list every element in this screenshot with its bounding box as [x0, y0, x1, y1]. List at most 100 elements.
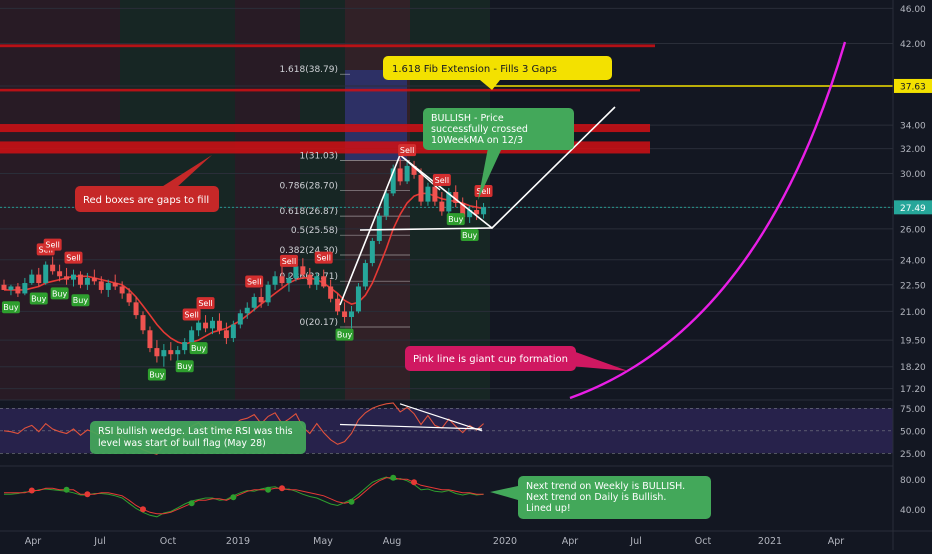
rsi-line: [3, 402, 484, 455]
cup-pointer: [570, 350, 628, 371]
candle-body-23: [161, 350, 167, 357]
candle-body-39: [272, 276, 278, 285]
bullish-text-2: 10WeekMA on 12/3: [431, 135, 523, 146]
candle-body-41: [286, 277, 292, 284]
signal-badge-16: [398, 144, 417, 157]
candle-body-59: [411, 165, 417, 175]
price-tick-3: 34.00: [900, 122, 926, 132]
price-tick-5: 30.00: [900, 170, 926, 180]
time-tick-8: Jul: [629, 536, 641, 547]
candle-body-20: [140, 315, 146, 331]
candle-body-42: [293, 266, 299, 278]
signal-text-4: Buy: [52, 289, 68, 298]
price-tick-7: 26.00: [900, 225, 926, 235]
candle-body-57: [397, 168, 403, 182]
candle-body-0: [1, 284, 7, 290]
osc-tick-1: 40.00: [900, 506, 926, 516]
bullish-text-1: successfully crossed: [431, 124, 528, 135]
price-tick-11: 19.50: [900, 337, 926, 347]
osc-dot-10: [411, 479, 418, 486]
candle-body-18: [126, 293, 132, 303]
candle-body-12: [84, 277, 90, 285]
osc-dot-0: [28, 487, 35, 494]
candle-body-46: [321, 276, 327, 287]
candle-body-32: [223, 330, 229, 339]
signal-text-18: Buy: [448, 215, 464, 224]
time-tick-2: Oct: [160, 536, 177, 547]
signal-badge-7: [147, 368, 166, 381]
candle-body-40: [279, 276, 285, 284]
candle-body-47: [328, 286, 334, 299]
candle-body-21: [147, 330, 153, 349]
rsi-note-text-1: level was start of bull flag (May 28): [98, 438, 266, 449]
trend-box: [518, 476, 711, 519]
candle-body-6: [43, 264, 49, 284]
osc-tick-0: 80.00: [900, 476, 926, 486]
osc-dot-4: [188, 500, 195, 507]
candle-body-51: [355, 286, 361, 312]
signal-text-7: Buy: [149, 371, 165, 380]
trend-text-0: Next trend on Weekly is BULLISH.: [526, 481, 685, 492]
candle-body-52: [362, 263, 368, 287]
candle-body-34: [237, 313, 243, 325]
gaps-pointer: [160, 155, 212, 188]
moving-average: [4, 192, 484, 345]
fib-label-4: 0.618(26.87): [279, 207, 338, 217]
osc-dot-1: [63, 486, 70, 493]
signal-badge-19: [460, 228, 479, 241]
candle-body-50: [349, 311, 354, 317]
fib-label-5: 0.786(28.70): [279, 182, 338, 192]
triangle-base: [359, 227, 493, 231]
fib-label-6: 1(31.03): [299, 152, 338, 162]
candles: [1, 158, 487, 367]
signal-badge-11: [196, 297, 215, 310]
candle-body-10: [71, 274, 76, 280]
signal-badge-14: [314, 251, 333, 264]
signal-text-20: Sell: [476, 187, 490, 196]
candle-body-48: [335, 298, 341, 312]
candle-body-4: [29, 274, 35, 284]
annotations: 1.618 Fib Extension - Fills 3 Gaps BULLIS…: [75, 56, 711, 519]
candle-body-56: [390, 168, 396, 194]
ma-10week-line: [4, 192, 484, 345]
osc-dot-3: [140, 506, 146, 513]
osc-dot-9: [390, 474, 397, 481]
candle-body-16: [112, 283, 118, 287]
signal-text-14: Sell: [316, 254, 330, 263]
cup-box: [405, 346, 576, 371]
pattern-drawings: [339, 41, 847, 400]
signal-text-15: Buy: [337, 331, 353, 340]
candle-body-24: [168, 350, 174, 355]
fib-label-2: 0.382(24.30): [279, 246, 338, 256]
candle-body-8: [57, 271, 63, 277]
candle-body-22: [154, 348, 160, 357]
price-axis: 46.00 42.00 37.63 34.00 32.00 30.00 27.49 26.00…: [892, 0, 932, 550]
signal-text-9: Sell: [184, 310, 198, 319]
candle-body-63: [439, 201, 445, 212]
oscillator-pane: [0, 465, 932, 518]
candle-body-17: [119, 286, 125, 294]
price-tag-2: 37.63: [900, 82, 926, 92]
rsi-note-box: [90, 421, 306, 454]
candle-body-14: [98, 281, 104, 290]
candle-body-55: [383, 193, 389, 216]
candle-body-44: [307, 274, 313, 285]
fib-ext-text: 1.618 Fib Extension - Fills 3 Gaps: [392, 64, 557, 75]
zone-2: [235, 0, 300, 400]
price-tag-bg-2: [894, 78, 932, 93]
price-tick-10: 21.00: [900, 308, 926, 318]
osc-dot-2: [84, 491, 91, 498]
signal-text-11: Sell: [198, 299, 212, 308]
time-tick-1: Jul: [93, 536, 105, 547]
price-tick-9: 22.50: [900, 281, 926, 291]
candle-body-68: [474, 210, 480, 215]
cup-text: Pink line is giant cup formation: [413, 354, 568, 365]
gaps-text: Red boxes are gaps to fill: [83, 195, 209, 206]
candle-body-5: [36, 274, 42, 284]
candle-body-36: [251, 296, 257, 308]
time-tick-11: Apr: [828, 536, 845, 547]
signal-badge-8: [175, 360, 194, 373]
signal-badge-17: [432, 174, 451, 187]
signal-text-13: Sell: [282, 257, 296, 266]
